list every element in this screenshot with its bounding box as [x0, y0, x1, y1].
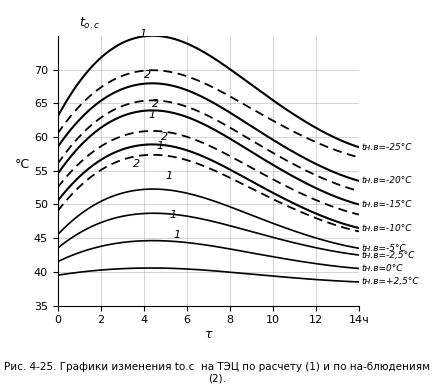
- Text: tн.в=+2,5°C: tн.в=+2,5°C: [361, 277, 419, 286]
- Text: Рис. 4-25. Графики изменения tо.с  на ТЭЦ по расчету (1) и по на-блюдениям (2).: Рис. 4-25. Графики изменения tо.с на ТЭЦ…: [4, 361, 430, 383]
- Text: 1: 1: [165, 171, 172, 181]
- Text: tн.в=-15°C: tн.в=-15°C: [361, 200, 411, 209]
- Text: tн.в=-10°C: tн.в=-10°C: [361, 224, 411, 233]
- Text: 1: 1: [174, 230, 181, 240]
- Text: tн.в=-5°C: tн.в=-5°C: [361, 244, 406, 253]
- Text: 2: 2: [161, 132, 168, 142]
- Text: tн.в=-2,5°C: tн.в=-2,5°C: [361, 250, 414, 260]
- Y-axis label: °C: °C: [15, 158, 30, 171]
- Text: 1: 1: [139, 29, 146, 39]
- Text: $t_{o.c}$: $t_{o.c}$: [79, 15, 100, 31]
- Text: 1: 1: [157, 141, 164, 151]
- Text: 2: 2: [133, 159, 140, 170]
- Text: tн.в=-20°C: tн.в=-20°C: [361, 176, 411, 185]
- Text: tн.в=0°C: tн.в=0°C: [361, 264, 403, 273]
- Text: 1: 1: [148, 110, 155, 120]
- Text: tн.в=-25°C: tн.в=-25°C: [361, 143, 411, 152]
- X-axis label: τ: τ: [204, 328, 212, 341]
- Text: 1: 1: [170, 210, 177, 220]
- Text: 2: 2: [152, 99, 159, 109]
- Text: 2: 2: [144, 70, 151, 80]
